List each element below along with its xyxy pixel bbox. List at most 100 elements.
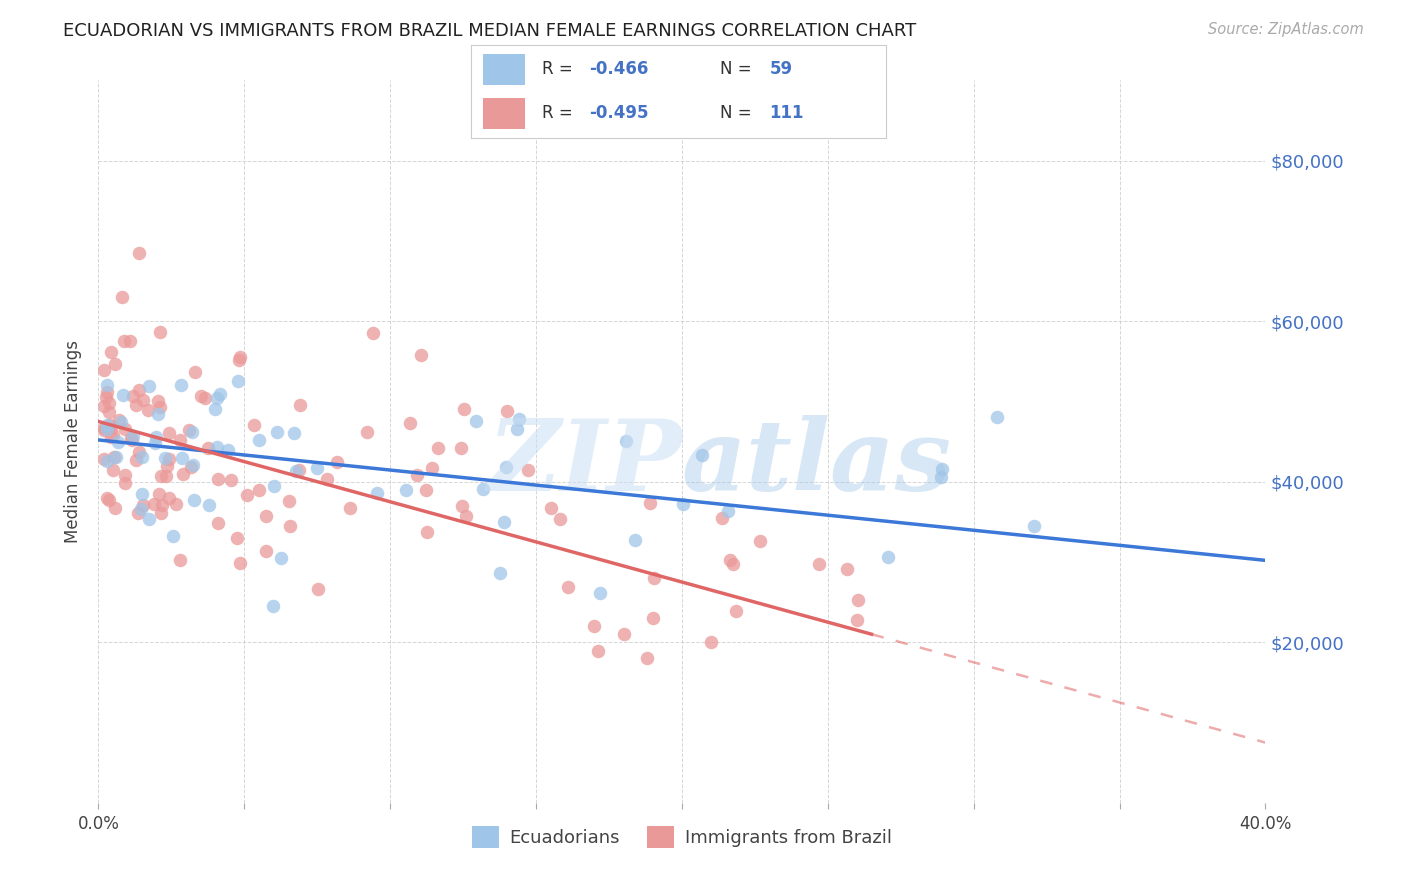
Point — [112, 334, 135, 348]
Text: N =: N = — [720, 61, 756, 78]
Point — [165, 497, 187, 511]
Point — [149, 469, 172, 483]
Point — [114, 475, 136, 490]
Text: Source: ZipAtlas.com: Source: ZipAtlas.com — [1208, 22, 1364, 37]
Point — [846, 593, 869, 607]
Legend: Ecuadorians, Immigrants from Brazil: Ecuadorians, Immigrants from Brazil — [464, 819, 900, 855]
Point — [718, 553, 741, 567]
Point — [107, 435, 129, 450]
Point — [235, 488, 257, 502]
Point — [96, 453, 118, 467]
Point — [394, 483, 416, 497]
Point — [128, 383, 150, 397]
Point — [148, 486, 170, 500]
Point — [104, 450, 127, 464]
Point — [121, 433, 143, 447]
Point — [247, 483, 270, 498]
Point — [157, 426, 180, 441]
Point — [506, 422, 529, 436]
Point — [270, 551, 292, 566]
Point — [183, 493, 205, 508]
Point — [366, 486, 388, 500]
Point — [929, 469, 952, 483]
Point — [623, 533, 645, 548]
Point — [100, 421, 122, 435]
Point — [114, 422, 136, 436]
Bar — [484, 98, 524, 129]
Point — [749, 534, 772, 549]
Point — [229, 557, 252, 571]
Text: atlas: atlas — [682, 415, 952, 511]
Point — [721, 557, 744, 571]
Point — [96, 422, 118, 436]
Point — [205, 440, 228, 454]
Point — [489, 566, 512, 580]
Point — [157, 452, 180, 467]
Point — [247, 433, 270, 447]
Point — [508, 412, 530, 426]
Point — [517, 463, 540, 477]
Text: R =: R = — [541, 61, 578, 78]
Point — [219, 473, 242, 487]
Point — [149, 325, 172, 339]
Point — [155, 469, 177, 483]
Point — [266, 425, 288, 439]
Point — [690, 448, 713, 462]
Point — [125, 398, 148, 412]
Point — [118, 334, 141, 348]
Point — [636, 650, 658, 665]
Point — [170, 450, 193, 465]
Point — [103, 450, 125, 464]
Point — [361, 326, 384, 340]
Point — [101, 463, 124, 477]
Point — [540, 500, 562, 515]
Point — [120, 431, 142, 445]
Point — [450, 499, 472, 513]
Point — [845, 613, 868, 627]
Point — [127, 506, 149, 520]
Point — [217, 442, 239, 457]
Point — [420, 460, 443, 475]
Point — [307, 582, 329, 597]
Point — [278, 494, 301, 508]
Point — [143, 435, 166, 450]
Point — [356, 425, 378, 439]
Point — [589, 586, 612, 600]
Point — [122, 429, 145, 443]
Point — [121, 389, 143, 403]
Point — [316, 472, 339, 486]
Point — [263, 479, 285, 493]
Point — [411, 348, 433, 362]
Point — [131, 487, 153, 501]
Text: N =: N = — [720, 104, 756, 122]
Bar — [484, 54, 524, 85]
Point — [643, 571, 665, 585]
Point — [177, 423, 200, 437]
Point — [150, 499, 173, 513]
Point — [108, 412, 131, 426]
Point — [98, 396, 121, 410]
Point — [931, 462, 953, 476]
Point — [132, 393, 155, 408]
Point — [614, 434, 637, 448]
Point — [495, 460, 517, 475]
Point — [148, 394, 170, 409]
Text: R =: R = — [541, 104, 578, 122]
Point — [550, 512, 572, 526]
Point — [472, 482, 495, 496]
Point — [225, 531, 247, 545]
Point — [835, 562, 858, 576]
Point — [96, 418, 118, 433]
Point — [125, 453, 148, 467]
Point — [986, 409, 1008, 424]
Point — [717, 504, 740, 518]
Point — [415, 483, 437, 497]
Point — [229, 350, 252, 364]
Point — [427, 441, 450, 455]
Point — [406, 468, 429, 483]
Point — [204, 401, 226, 416]
Point — [93, 363, 115, 377]
Point — [172, 467, 194, 482]
Point — [280, 519, 302, 533]
Point — [494, 515, 516, 529]
